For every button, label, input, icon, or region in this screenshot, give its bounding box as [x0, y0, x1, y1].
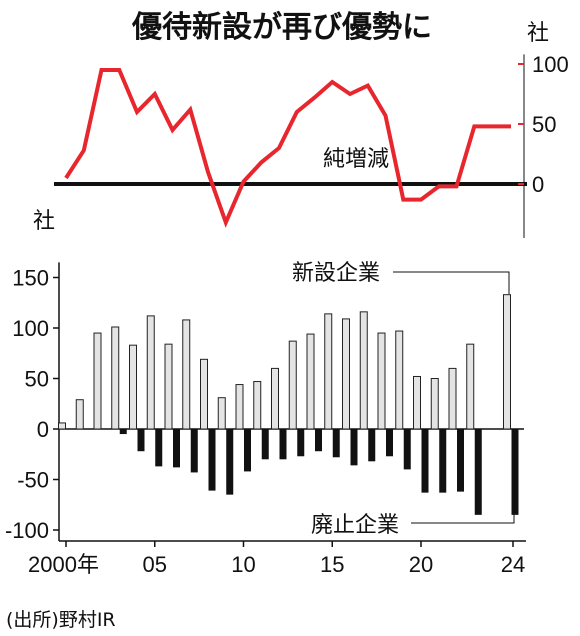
new-company-bar: [288, 340, 297, 430]
net-change-label: 純増減: [323, 147, 389, 172]
abolished-company-bar: [190, 429, 198, 473]
abolished-company-bar: [315, 429, 322, 452]
chart-title: 優待新設が再び優勢に: [131, 10, 432, 45]
top-unit-right: 社: [527, 21, 549, 46]
abolished-company-bar: [297, 429, 305, 457]
new-company-bar: [324, 313, 333, 430]
new-company-bar: [377, 332, 386, 430]
new-company-bar: [503, 294, 511, 430]
abolished-company-bar: [119, 429, 127, 435]
top-y-tick-label: 50: [532, 112, 556, 137]
abolished-company-bar: [350, 429, 358, 466]
abolished-company-bar: [368, 429, 376, 462]
bottom-y-tick-label: 100: [12, 316, 49, 341]
new-company-bar: [182, 319, 191, 430]
new-company-bar: [342, 318, 350, 430]
bottom-x-tick-label: 20: [409, 552, 433, 577]
new-company-bar: [466, 343, 475, 430]
new-company-bar: [306, 333, 315, 430]
top-unit-left: 社: [33, 209, 55, 234]
new-company-bar: [430, 378, 439, 430]
abolished-company-bar: [439, 429, 447, 493]
bottom-x-tick-label: 24: [501, 552, 525, 577]
bottom-y-tick-label: -50: [17, 468, 49, 493]
bottom-x-tick-label: 10: [231, 552, 255, 577]
bottom-x-tick-label: 2000年: [28, 552, 99, 577]
net-change-line: [64, 68, 511, 228]
bottom-y-tick-label: -100: [5, 518, 49, 543]
new-company-bar: [58, 422, 66, 430]
abolished-company-bar: [226, 429, 234, 495]
abolished-company-bar: [155, 429, 163, 467]
abolished-companies-label: 廃止企業: [311, 513, 399, 538]
new-company-bar: [271, 367, 279, 430]
top-y-tick-label: 100: [532, 52, 569, 77]
abolished-companies-leader: [411, 514, 515, 524]
new-company-bar: [448, 367, 457, 430]
abolished-company-bar: [474, 429, 482, 515]
abolished-company-bar: [279, 429, 287, 460]
new-company-bar: [217, 397, 226, 430]
abolished-company-bar: [511, 429, 519, 515]
new-company-bar: [359, 311, 368, 430]
new-company-bar: [75, 399, 84, 430]
top-y-tick-label: 0: [532, 172, 544, 197]
new-company-bar: [146, 315, 155, 430]
abolished-company-bar: [332, 429, 340, 458]
new-company-bar: [200, 358, 208, 430]
bottom-y-tick-label: 0: [37, 417, 49, 442]
bottom-y-tick-label: 150: [12, 266, 49, 291]
bottom-x-tick-label: 05: [143, 552, 167, 577]
abolished-company-bar: [137, 429, 145, 452]
new-companies-leader: [393, 271, 510, 294]
abolished-company-bar: [386, 429, 393, 457]
abolished-company-bar: [421, 429, 429, 493]
new-company-bar: [235, 384, 244, 430]
source-note: (出所)野村IR: [6, 609, 116, 631]
bottom-x-tick-label: 15: [320, 552, 344, 577]
abolished-company-bar: [173, 429, 180, 468]
new-company-bar: [93, 332, 102, 430]
top-line-plot: 0 50 100 純増減: [54, 52, 569, 238]
new-companies-label: 新設企業: [292, 261, 380, 286]
abolished-company-bar: [403, 429, 411, 470]
abolished-company-bar: [208, 429, 216, 491]
abolished-company-bar: [244, 429, 251, 472]
new-company-bar: [413, 375, 421, 430]
new-company-bar: [164, 343, 173, 430]
abolished-company-bar: [457, 429, 464, 492]
abolished-company-bar: [261, 429, 269, 460]
new-company-bar: [111, 326, 120, 430]
new-company-bar: [129, 344, 137, 430]
new-company-bar: [395, 330, 404, 430]
bottom-y-tick-label: 50: [25, 367, 49, 392]
new-company-bar: [253, 381, 262, 430]
